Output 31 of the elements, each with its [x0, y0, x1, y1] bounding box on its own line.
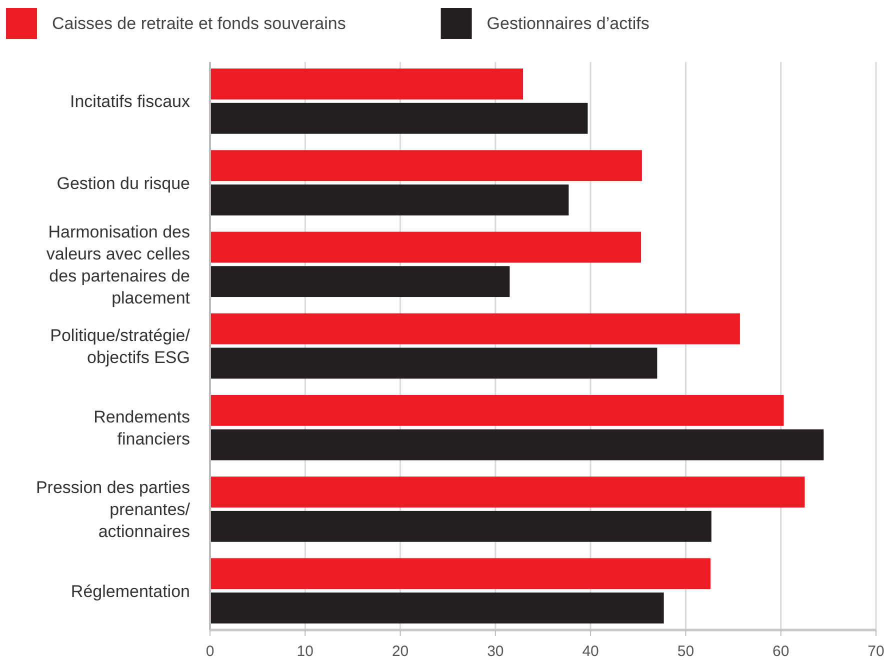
- x-tick-label: 10: [296, 643, 314, 660]
- x-tick-label: 70: [868, 643, 884, 660]
- x-tick-label: 40: [582, 643, 599, 660]
- x-tick-label: 30: [487, 643, 504, 660]
- y-tick-label: Rendements financiers: [94, 408, 190, 449]
- bar: [210, 510, 712, 542]
- y-tick-label: Harmonisation des valeurs avec celles des partenaires de placement: [46, 222, 190, 308]
- x-tick-label: 50: [677, 643, 694, 660]
- bar: [210, 313, 740, 344]
- bar: [210, 429, 824, 460]
- bar: [210, 266, 510, 298]
- y-tick-label: Gestion du risque: [56, 174, 190, 193]
- bar: [210, 592, 664, 624]
- bar: [210, 348, 658, 379]
- bar: [210, 150, 642, 182]
- x-tick-label: 60: [772, 643, 790, 660]
- bar: [210, 394, 784, 426]
- y-tick-label: Incitatifs fiscaux: [70, 92, 190, 112]
- x-tick-label: 20: [392, 643, 409, 660]
- bar: [210, 68, 524, 100]
- x-tick-label: 0: [206, 643, 214, 660]
- bar: [210, 232, 641, 263]
- bar: [210, 476, 805, 508]
- bar: [210, 102, 588, 134]
- bar: [210, 184, 569, 216]
- legend-label: Gestionnaires d’actifs: [486, 14, 650, 33]
- bar: [210, 558, 710, 590]
- y-tick-label: Réglementation: [70, 582, 190, 601]
- y-tick-label: Pression des parties prenantes/actionnaires: [36, 478, 190, 542]
- legend-label: Caisses de retraite et fonds souverains: [52, 14, 346, 33]
- y-tick-label: Politique/stratégie/objectifs ESG: [50, 326, 190, 367]
